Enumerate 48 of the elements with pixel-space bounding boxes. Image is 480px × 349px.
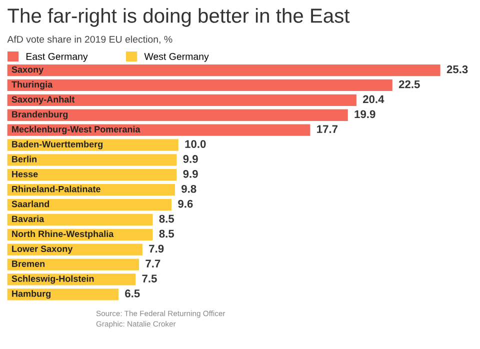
bar (7, 64, 440, 76)
bar (7, 169, 177, 181)
data-label: 10.0 (185, 140, 206, 148)
y-tick-label: Saarland (12, 200, 50, 208)
y-tick-label: Berlin (12, 156, 37, 162)
bar (7, 258, 140, 270)
data-label: 20.4 (362, 95, 384, 104)
data-label: 7.5 (142, 274, 157, 282)
data-label: 25.3 (446, 65, 468, 74)
bar (7, 214, 153, 226)
bar (7, 79, 392, 92)
y-tick-label: Baden-Wuerttemberg (12, 140, 103, 150)
y-tick-label: Mecklenburg-West Pomerania (12, 126, 140, 134)
y-tick-label: Lower Saxony (12, 246, 73, 254)
legend-label: West Germany (144, 53, 209, 62)
data-label: 8.5 (159, 230, 174, 238)
data-label: 19.9 (354, 110, 376, 118)
data-label: 9.6 (178, 200, 193, 208)
y-tick-label: Bremen (12, 260, 45, 267)
data-label: 7.9 (149, 244, 164, 253)
chart-subtitle: AfD vote share in 2019 EU election, % (7, 36, 172, 44)
y-tick-label: Bavaria (12, 216, 44, 222)
y-tick-label: Hesse (12, 171, 38, 178)
bar (7, 154, 177, 166)
y-tick-label: Thuringia (12, 81, 53, 90)
bar (7, 109, 348, 121)
data-label: 22.5 (398, 80, 420, 88)
bar (7, 124, 310, 136)
data-label: 9.9 (183, 170, 198, 178)
data-label: 9.8 (182, 184, 196, 193)
bar (7, 94, 356, 106)
data-label: 17.7 (317, 125, 338, 133)
data-label: 7.7 (146, 260, 160, 268)
y-tick-label: Rhineland-Palatinate (12, 186, 100, 192)
data-label: 8.5 (159, 214, 174, 223)
bar (7, 139, 178, 151)
legend-label: East Germany (26, 53, 88, 62)
data-label: 6.5 (125, 290, 140, 298)
y-tick-label: Hamburg (12, 290, 50, 299)
y-tick-label: Schleswig-Holstein (12, 275, 94, 284)
y-tick-label: Saxony (12, 66, 44, 74)
y-tick-label: Brandenburg (12, 110, 68, 120)
data-label: 9.9 (183, 155, 198, 163)
y-tick-label: Saxony-Anhalt (12, 96, 75, 104)
bar (7, 198, 172, 211)
y-tick-label: North Rhine-Westphalia (12, 230, 114, 239)
bar (7, 288, 118, 300)
chart-title: The far-right is doing better in the East (8, 8, 350, 27)
